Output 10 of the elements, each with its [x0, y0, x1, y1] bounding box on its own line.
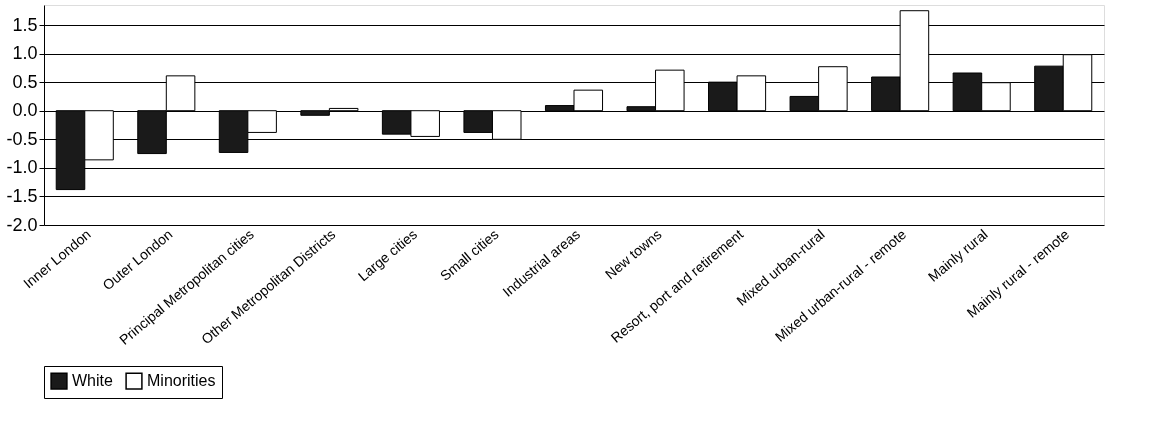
y-tick-label: 0.0: [12, 100, 38, 121]
y-tick-label: 1.0: [12, 43, 38, 64]
y-tick-label: -2.0: [6, 214, 38, 235]
y-tick-label: 1.5: [12, 14, 38, 35]
y-tick-label: -1.5: [6, 185, 38, 206]
y-tick-label: -1.0: [6, 157, 38, 178]
y-tick-label: -0.5: [6, 128, 38, 149]
legend-label: White: [72, 372, 113, 390]
legend-label: Minorities: [147, 372, 216, 390]
y-tick-label: 0.5: [12, 71, 38, 92]
